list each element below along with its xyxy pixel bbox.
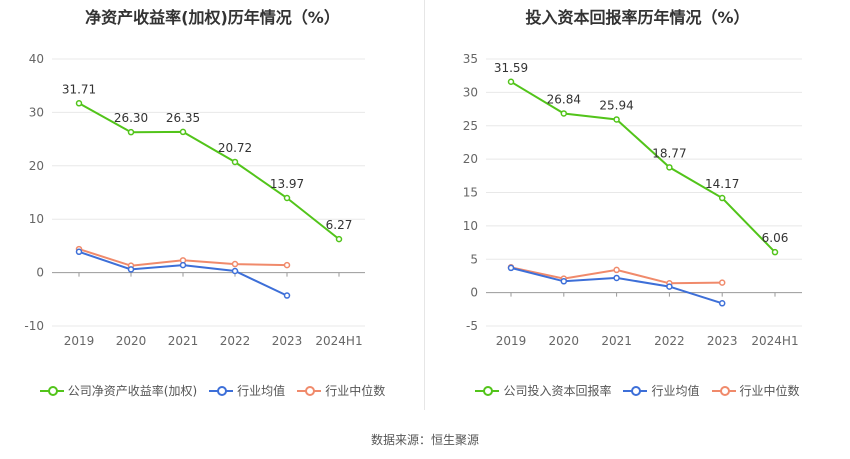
- legend-swatch-icon: [297, 385, 322, 396]
- roe-chart-panel: 净资产收益率(加权)历年情况（%） -10 0 10 20 30 40 2019 2020 20…: [0, 0, 425, 415]
- y-tick-label: 30: [29, 105, 44, 119]
- data-label: 26.30: [114, 111, 148, 125]
- y-tick-label: 35: [463, 52, 478, 66]
- legend-item[interactable]: 公司投入资本回报率: [475, 382, 611, 399]
- y-tick-label: 40: [29, 52, 44, 66]
- legend-swatch-icon: [711, 385, 736, 396]
- roe-chart-title: 净资产收益率(加权)历年情况（%）: [85, 8, 340, 27]
- data-point: [507, 78, 515, 86]
- legend-label: 公司投入资本回报率: [503, 384, 612, 398]
- roic-chart-legend: 公司投入资本回报率 行业均值 行业中位数: [425, 382, 850, 399]
- data-point: [613, 274, 620, 282]
- legend-swatch-icon: [623, 385, 648, 396]
- data-point: [179, 128, 187, 136]
- y-tick-label: 5: [470, 252, 478, 266]
- legend-label: 公司净资产收益率(加权): [67, 384, 198, 398]
- y-tick-label: 20: [463, 152, 478, 166]
- roic-chart-title: 投入资本回报率历年情况（%）: [525, 8, 750, 27]
- data-point: [718, 279, 726, 286]
- y-tick-label: 20: [29, 159, 44, 173]
- x-tick-label: 2023: [707, 334, 738, 348]
- data-point: [231, 260, 239, 268]
- roic-chart-plot: -5 0 5 10 15 20 25 30 35 2019 2020 2021 2022 2023 2024…: [463, 52, 802, 348]
- x-tick-label: 2022: [654, 334, 685, 348]
- y-tick-label: 15: [463, 186, 478, 200]
- legend-item[interactable]: 行业中位数: [711, 382, 800, 399]
- y-tick-label: 0: [470, 286, 478, 300]
- data-point: [127, 128, 135, 136]
- y-tick-label: -5: [466, 319, 478, 333]
- y-tick-label: 10: [463, 219, 478, 233]
- x-tick-label: 2020: [549, 334, 580, 348]
- x-tick-label: 2019: [64, 334, 95, 348]
- legend-swatch-icon: [39, 385, 64, 396]
- x-tick-label: 2019: [496, 334, 527, 348]
- data-label: 18.77: [652, 146, 686, 160]
- data-point: [231, 158, 239, 166]
- data-label: 13.97: [270, 177, 304, 191]
- legend-swatch-icon: [209, 385, 234, 396]
- data-label: 6.06: [762, 231, 789, 245]
- roe-chart-legend: 公司净资产收益率(加权) 行业均值 行业中位数: [0, 382, 425, 399]
- x-tick-label: 2024H1: [315, 334, 362, 348]
- y-tick-label: 30: [463, 85, 478, 99]
- data-point: [718, 300, 726, 307]
- data-label: 31.59: [494, 61, 528, 75]
- panel-divider: [424, 0, 425, 410]
- data-source-footer: 数据来源：恒生聚源: [370, 433, 479, 447]
- legend-label: 行业中位数: [325, 384, 386, 398]
- data-point: [283, 261, 291, 269]
- legend-label: 行业均值: [237, 384, 286, 398]
- legend-item[interactable]: 公司净资产收益率(加权): [39, 382, 198, 399]
- legend-swatch-icon: [475, 385, 500, 396]
- data-point: [666, 283, 673, 290]
- x-tick-label: 2021: [168, 334, 199, 348]
- data-label: 26.35: [166, 111, 200, 125]
- x-tick-label: 2024H1: [751, 334, 798, 348]
- data-point: [127, 266, 135, 273]
- data-label: 14.17: [705, 177, 739, 191]
- data-point: [231, 267, 239, 275]
- data-point: [283, 292, 291, 299]
- x-tick-label: 2023: [272, 334, 303, 348]
- data-point: [718, 194, 726, 202]
- legend-label: 行业中位数: [739, 384, 800, 398]
- data-point: [771, 248, 779, 256]
- x-tick-label: 2022: [220, 334, 251, 348]
- data-point: [507, 264, 515, 272]
- series-line-0: [510, 80, 776, 253]
- data-point: [560, 278, 568, 285]
- y-tick-label: -10: [24, 319, 44, 333]
- data-point: [283, 194, 291, 202]
- data-point: [75, 100, 83, 107]
- data-point: [613, 116, 620, 123]
- legend-item[interactable]: 行业均值: [209, 382, 285, 399]
- legend-label: 行业均值: [651, 384, 700, 398]
- x-tick-label: 2020: [116, 334, 147, 348]
- data-label: 31.71: [62, 82, 96, 96]
- data-point: [179, 261, 187, 269]
- y-tick-label: 25: [463, 119, 478, 133]
- data-label: 25.94: [599, 98, 633, 112]
- series-line-0: [78, 102, 340, 240]
- x-tick-label: 2021: [601, 334, 632, 348]
- data-point: [335, 235, 343, 243]
- legend-item[interactable]: 行业中位数: [297, 382, 385, 399]
- y-tick-label: 0: [36, 266, 44, 280]
- data-point: [613, 266, 620, 274]
- roe-chart-plot: -10 0 10 20 30 40 2019 2020 2021 2022 2023 2024H1 31…: [24, 52, 365, 348]
- data-point: [560, 110, 568, 117]
- legend-item[interactable]: 行业均值: [623, 382, 700, 399]
- data-point: [75, 248, 83, 256]
- data-label: 26.84: [547, 92, 581, 106]
- data-label: 6.27: [326, 218, 353, 232]
- roic-chart-panel: 投入资本回报率历年情况（%） -5 0 5 10 15 20 25 30 35 2019 2020 2…: [425, 0, 850, 415]
- data-point: [666, 164, 673, 171]
- data-label: 20.72: [218, 141, 252, 155]
- y-tick-label: 10: [29, 212, 44, 226]
